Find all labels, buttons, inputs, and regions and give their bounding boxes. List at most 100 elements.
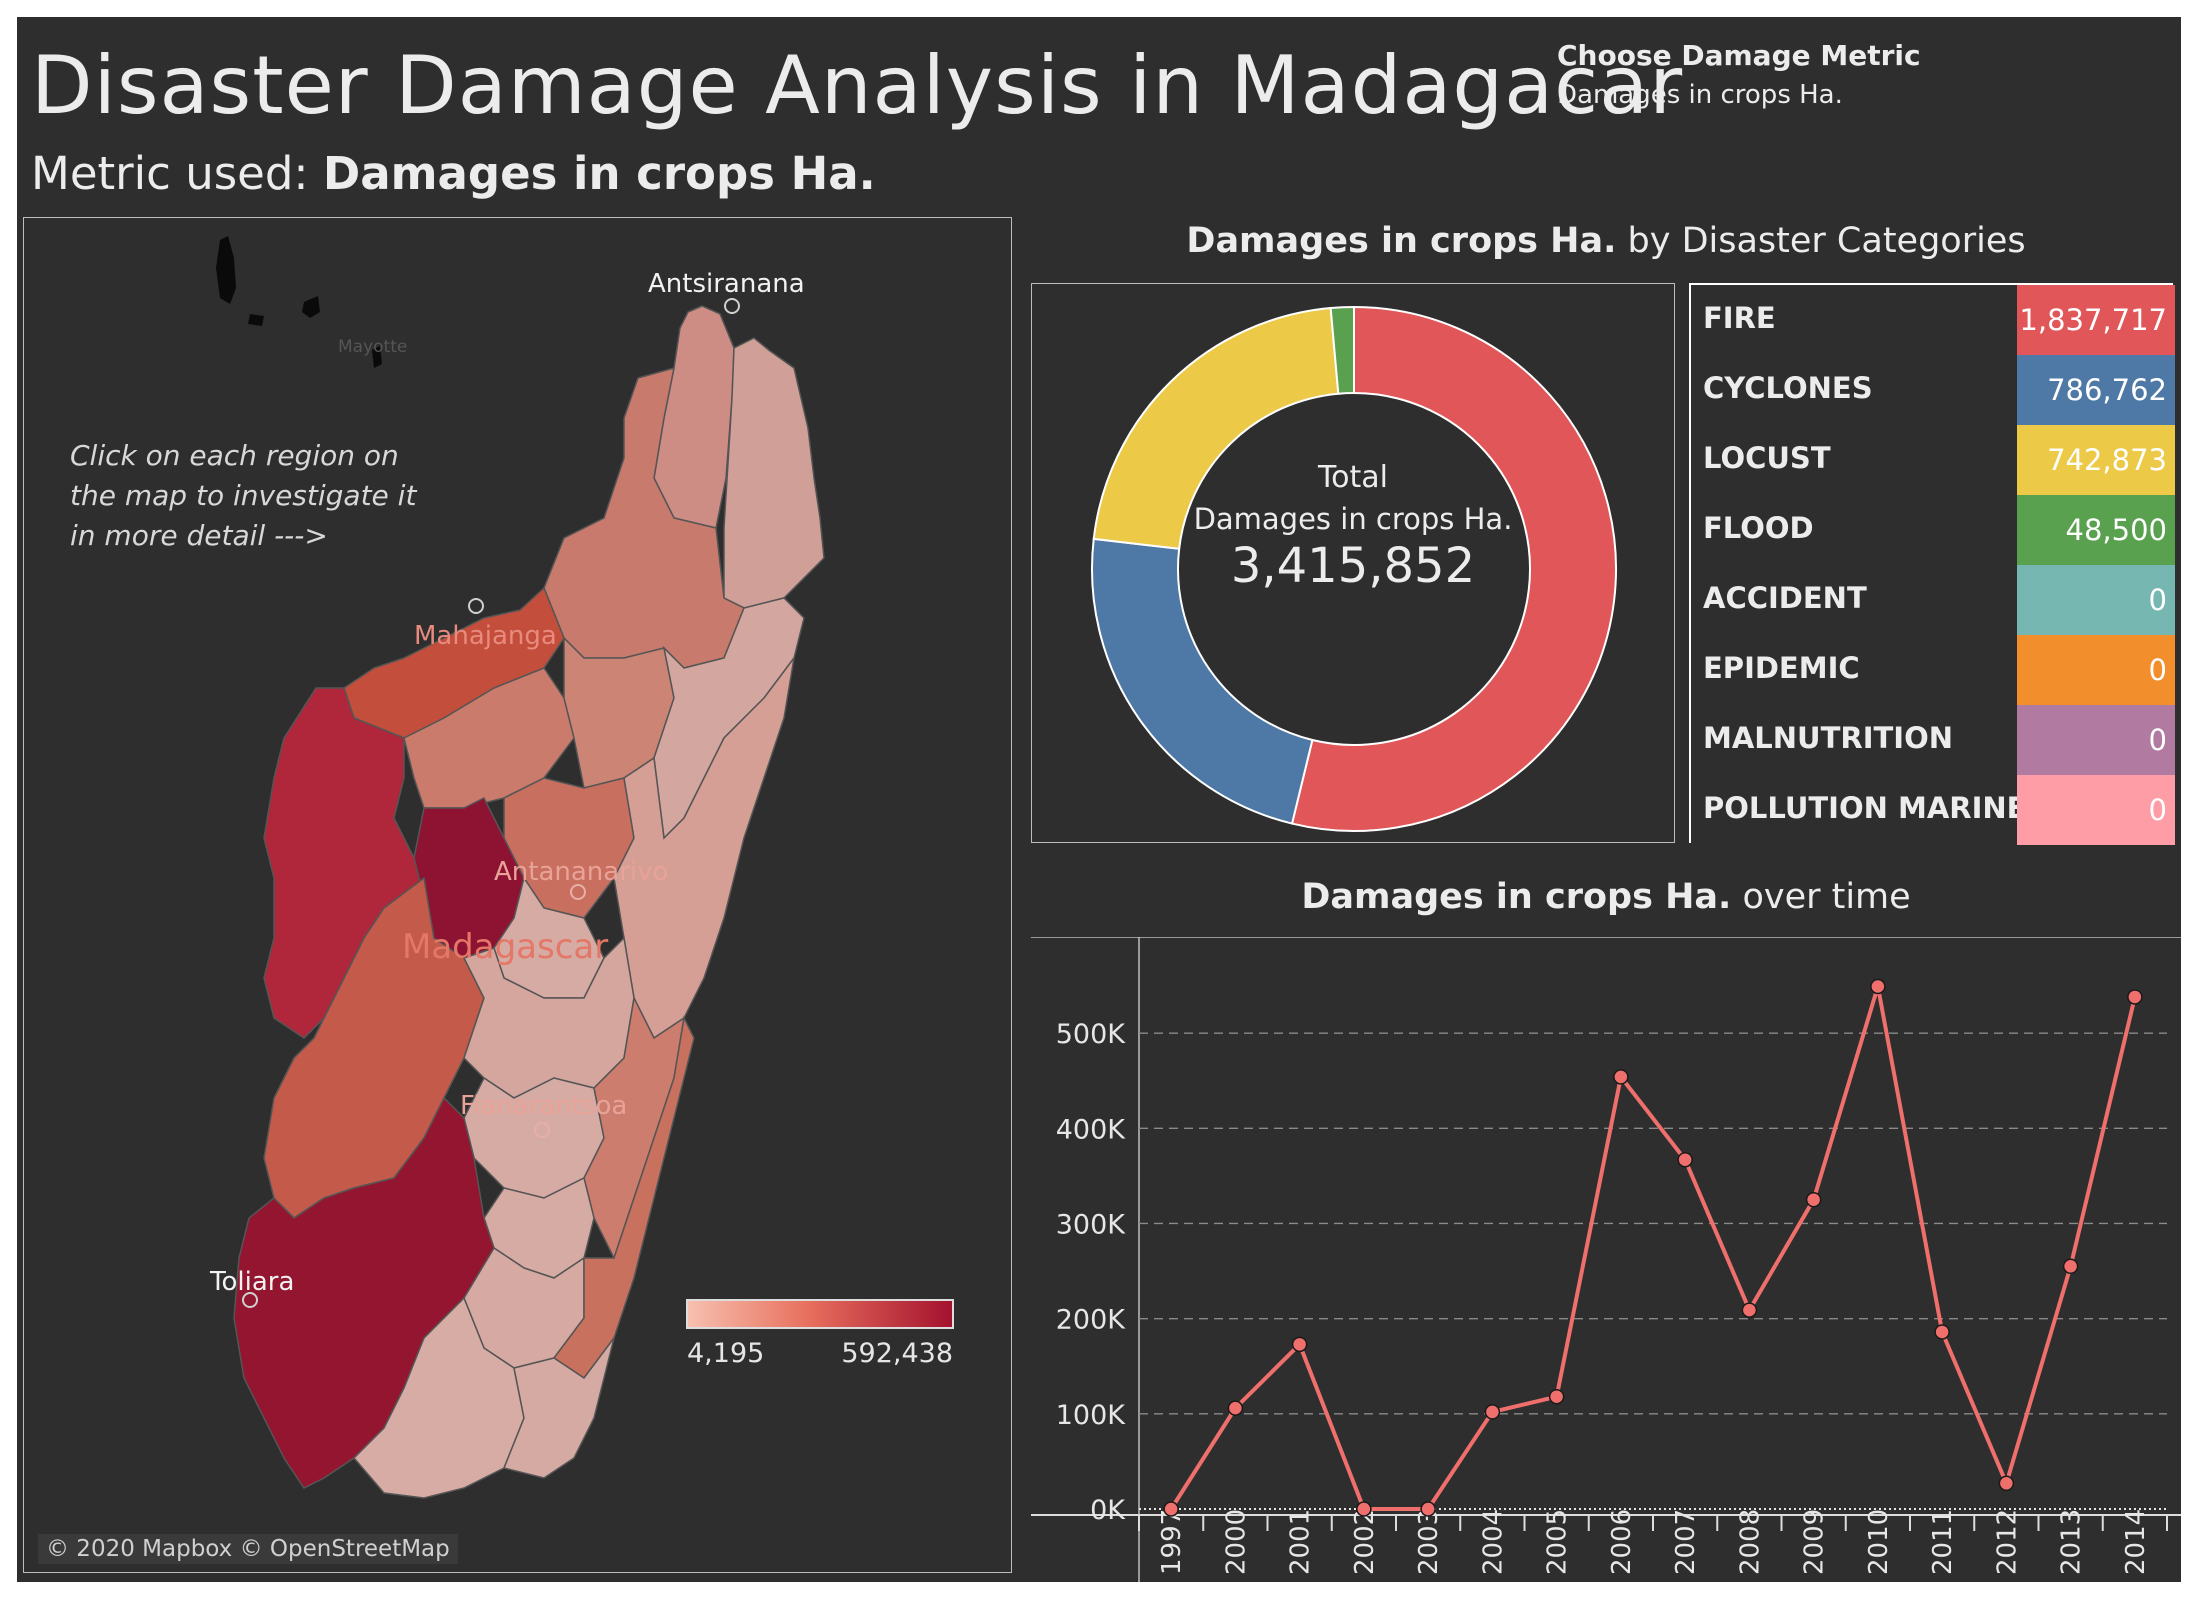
city-marker-mahajanga[interactable] xyxy=(468,598,484,614)
category-row[interactable]: LOCUST 742,873 xyxy=(1691,425,2175,495)
metric-used-prefix: Metric used: xyxy=(31,147,323,200)
map-label-madagascar: Madagascar xyxy=(402,927,608,967)
category-row[interactable]: MALNUTRITION 0 xyxy=(1691,705,2175,775)
y-tick-label: 200K xyxy=(1056,1305,1127,1336)
region-anosy[interactable] xyxy=(502,1337,615,1479)
category-name: MALNUTRITION xyxy=(1703,721,1953,755)
donut-chart[interactable] xyxy=(1032,284,1676,844)
category-value: 786,762 xyxy=(2017,355,2175,425)
data-point[interactable] xyxy=(2127,989,2143,1005)
x-tick-label: 2003 xyxy=(1414,1509,1444,1575)
category-value: 48,500 xyxy=(2017,495,2175,565)
y-tick-label: 500K xyxy=(1056,1019,1127,1050)
color-legend-max: 592,438 xyxy=(841,1338,953,1369)
x-tick-label: 2014 xyxy=(2121,1509,2151,1575)
data-point[interactable] xyxy=(1291,1336,1308,1353)
data-point[interactable] xyxy=(1484,1404,1501,1420)
region-sava[interactable] xyxy=(723,337,825,609)
city-marker-fianarantsoa[interactable] xyxy=(534,1122,550,1138)
city-marker-antsiranana[interactable] xyxy=(724,298,740,314)
x-tick-label: 2010 xyxy=(1864,1509,1894,1575)
metric-chooser[interactable]: Choose Damage Metric Damages in crops Ha… xyxy=(1557,39,1921,110)
region-betsiboka[interactable] xyxy=(403,667,575,809)
donut-title-rest: by Disaster Categories xyxy=(1616,221,2026,261)
data-point[interactable] xyxy=(1870,978,1886,995)
category-name: EPIDEMIC xyxy=(1703,651,1860,685)
donut-slice-cyclones[interactable] xyxy=(1091,537,1314,825)
category-name: FLOOD xyxy=(1703,511,1814,545)
x-tick-label: 2007 xyxy=(1671,1509,1701,1575)
map-attribution[interactable]: © 2020 Mapbox © OpenStreetMap xyxy=(38,1534,458,1564)
line-chart-title-metric: Damages in crops Ha. xyxy=(1301,877,1732,917)
donut-slice-locust[interactable] xyxy=(1092,306,1340,550)
data-point[interactable] xyxy=(1613,1069,1629,1085)
map-label-antsiranana: Antsiranana xyxy=(648,269,805,299)
region-diana-north[interactable] xyxy=(653,305,735,529)
metric-chooser-value[interactable]: Damages in crops Ha. xyxy=(1557,80,1843,110)
page-title: Disaster Damage Analysis in Madagacar xyxy=(31,39,1684,132)
data-point[interactable] xyxy=(1934,1324,1950,1340)
category-name: POLLUTION MARINE xyxy=(1703,791,2027,825)
category-row[interactable]: EPIDEMIC 0 xyxy=(1691,635,2175,705)
x-tick-label: 2012 xyxy=(1992,1509,2022,1575)
city-marker-antananarivo[interactable] xyxy=(570,884,586,900)
line-chart-panel[interactable]: 0K 100K 200K 300K 400K 500K 1997 2000 2001 2002 20… xyxy=(1031,936,2181,1582)
donut-slice-fire[interactable] xyxy=(1290,305,1617,832)
category-row[interactable]: ACCIDENT 0 xyxy=(1691,565,2175,635)
x-tick-label: 2011 xyxy=(1928,1509,1958,1575)
map-label-antananarivo: Antananarivo xyxy=(494,857,668,887)
donut-center-metric: Damages in crops Ha. xyxy=(1193,502,1513,536)
metric-used: Metric used: Damages in crops Ha. xyxy=(31,147,876,200)
data-point[interactable] xyxy=(1741,1302,1758,1318)
x-tick-label: 2005 xyxy=(1543,1509,1573,1575)
color-legend-min: 4,195 xyxy=(687,1338,764,1369)
map-hint-line: the map to investigate it xyxy=(70,479,417,512)
x-tick-label: 1997 xyxy=(1157,1509,1187,1575)
data-point[interactable] xyxy=(1163,1501,1179,1517)
category-row[interactable]: CYCLONES 786,762 xyxy=(1691,355,2175,425)
category-table: FIRE 1,837,717 CYCLONES 786,762 LOCUST 742,87… xyxy=(1689,283,2175,845)
x-tick-label: 2000 xyxy=(1221,1509,1251,1575)
donut-title: Damages in crops Ha. by Disaster Categor… xyxy=(1031,221,2181,261)
data-point[interactable] xyxy=(1420,1501,1436,1517)
line-chart[interactable]: 0K 100K 200K 300K 400K 500K 1997 2000 2001 2002 20… xyxy=(1031,936,2181,1582)
category-row[interactable]: POLLUTION MARINE 0 xyxy=(1691,775,2175,845)
map-label-mahajanga: Mahajanga xyxy=(414,621,557,651)
data-point[interactable] xyxy=(1548,1388,1565,1405)
category-value: 0 xyxy=(2017,565,2175,635)
series-line xyxy=(1169,984,2137,1511)
x-tick-label: 2002 xyxy=(1350,1509,1380,1575)
donut-center-label: Total xyxy=(1317,460,1389,495)
category-row[interactable]: FLOOD 48,500 xyxy=(1691,495,2175,565)
y-tick-label: 300K xyxy=(1056,1209,1127,1240)
map-panel[interactable]: Antsiranana Mayotte Mahajanga Antananari… xyxy=(23,217,1012,1573)
x-tick-label: 2013 xyxy=(2057,1509,2087,1575)
x-tick-label: 2001 xyxy=(1286,1509,1316,1575)
data-point[interactable] xyxy=(1356,1501,1372,1517)
category-value: 0 xyxy=(2017,635,2175,705)
category-name: FIRE xyxy=(1703,301,1776,335)
city-marker-toliara[interactable] xyxy=(242,1292,258,1308)
category-value: 742,873 xyxy=(2017,425,2175,495)
mayotte-island xyxy=(372,346,382,368)
donut-center-total: 3,415,852 xyxy=(1230,538,1476,594)
madagascar-map[interactable]: Antsiranana Mayotte Mahajanga Antananari… xyxy=(24,218,1012,1573)
data-point[interactable] xyxy=(2062,1258,2079,1275)
metric-chooser-label: Choose Damage Metric xyxy=(1557,39,1921,72)
data-point[interactable] xyxy=(1227,1400,1244,1416)
map-label-fianarantsoa: Fianarantsoa xyxy=(460,1091,627,1121)
donut-title-metric: Damages in crops Ha. xyxy=(1186,221,1617,261)
data-point[interactable] xyxy=(1677,1151,1693,1168)
category-name: CYCLONES xyxy=(1703,371,1873,405)
category-name: LOCUST xyxy=(1703,441,1831,475)
data-point[interactable] xyxy=(1998,1475,2015,1492)
data-point[interactable] xyxy=(1805,1191,1822,1208)
donut-slice-flood[interactable] xyxy=(1329,305,1355,395)
x-tick-label: 2008 xyxy=(1735,1509,1765,1575)
y-tick-label: 0K xyxy=(1090,1495,1126,1526)
donut-chart-panel[interactable]: Total Damages in crops Ha. 3,415,852 xyxy=(1031,283,1675,843)
category-row[interactable]: FIRE 1,837,717 xyxy=(1691,285,2175,355)
x-tick-label: 2006 xyxy=(1607,1509,1637,1575)
y-tick-label: 400K xyxy=(1056,1114,1127,1145)
category-value: 1,837,717 xyxy=(2017,285,2175,355)
